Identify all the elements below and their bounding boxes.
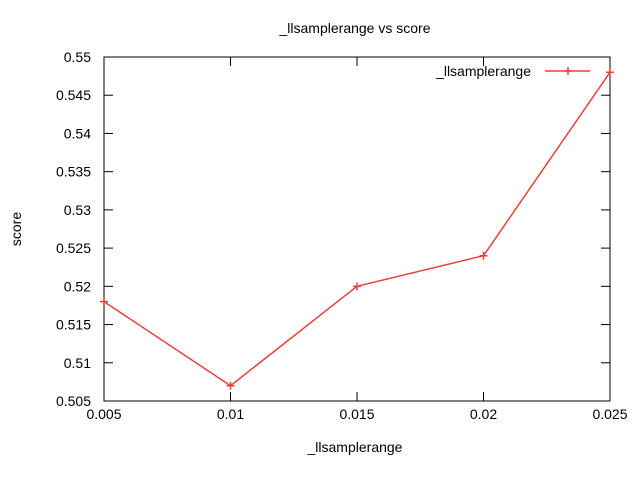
- series-line: [103, 71, 611, 387]
- y-tick-label: 0.54: [64, 125, 91, 141]
- legend-label: _llsamplerange: [435, 63, 531, 79]
- x-tick-label: 0.025: [592, 406, 627, 422]
- y-tick-label: 0.505: [56, 393, 91, 409]
- x-tick-label: 0.02: [470, 406, 497, 422]
- y-tick-label: 0.525: [56, 240, 91, 256]
- y-tick-label: 0.535: [56, 164, 91, 180]
- plot-area-border: [103, 56, 611, 402]
- y-axis-label: score: [8, 212, 24, 246]
- data-point-marker: [226, 381, 235, 390]
- y-tick-label: 0.515: [56, 317, 91, 333]
- y-tick-label: 0.51: [64, 355, 91, 371]
- legend: _llsamplerange: [435, 63, 590, 79]
- chart-title: _llsamplerange vs score: [279, 20, 431, 36]
- y-tick-label: 0.52: [64, 278, 91, 294]
- data-point-marker: [606, 68, 614, 77]
- y-tick-label: 0.545: [56, 87, 91, 103]
- x-tick-label: 0.015: [339, 406, 374, 422]
- data-point-marker: [479, 251, 488, 260]
- x-tick-label: 0.01: [217, 406, 244, 422]
- y-axis-ticks: 0.505 0.51 0.515 0.52 0.525 0.53 0.535 0.54 0.54…: [56, 49, 610, 409]
- x-axis-label: _llsamplerange: [307, 439, 403, 455]
- series-layer: [100, 68, 614, 390]
- data-point-marker: [100, 297, 108, 306]
- data-point-marker: [353, 282, 361, 291]
- x-axis-ticks: 0.005 0.01 0.015 0.02 0.025: [86, 57, 628, 422]
- y-tick-label: 0.55: [64, 49, 91, 65]
- y-tick-label: 0.53: [64, 202, 91, 218]
- x-tick-label: 0.005: [86, 406, 121, 422]
- legend-marker: [564, 67, 572, 75]
